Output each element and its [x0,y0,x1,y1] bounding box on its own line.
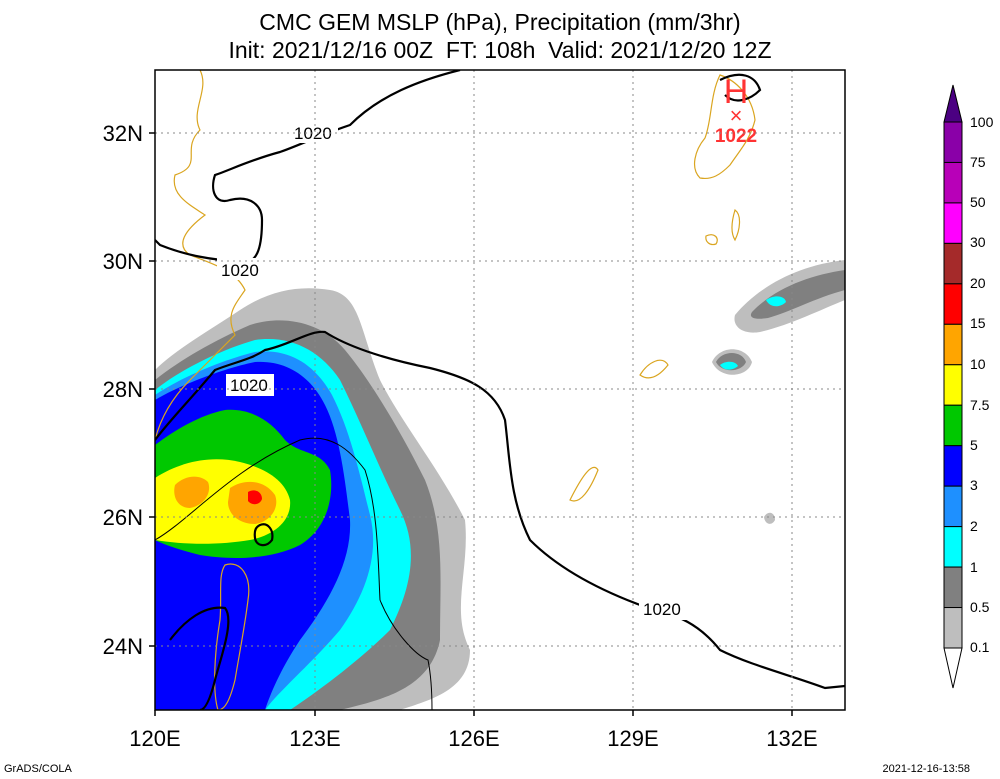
map-subtitle: Init: 2021/12/16 00Z FT: 108h Valid: 202… [228,37,772,63]
isobar-label-bg [226,374,274,396]
taiwan-coast [214,563,250,710]
isobar-1020-south [155,330,845,690]
colorbar-swatch [943,121,963,163]
lon-tick-label: 132E [766,726,817,751]
isobar-closed-small [253,523,274,547]
colorbar-label: 5 [970,437,978,453]
precip-10 [174,476,277,524]
high-pressure-center: H × 1022 [715,73,757,147]
lon-tick-label: 123E [289,726,340,751]
colorbar-swatch [943,202,963,244]
kyushu-coast [693,74,756,180]
colorbar-label: 75 [970,154,986,170]
colorbar-swatch [943,323,963,366]
colorbar-swatch [943,283,963,325]
isobar-label-bg [639,598,687,620]
colorbar-bottom-arrow [943,647,963,689]
colorbar-label: 30 [970,234,986,250]
gridlines [155,70,845,710]
colorbar-label: 3 [970,477,978,493]
colorbar-swatch [943,607,963,649]
colorbar-swatch [943,242,963,285]
isobar-label-bg [290,121,338,143]
colorbar-label: 100 [970,114,994,130]
precip-15 [248,490,262,505]
precip-0.5-east [716,270,845,371]
colorbar: 100 75 50 30 20 15 10 7.5 5 3 2 1 0.5 0.… [943,84,994,689]
ryukyu-islands [569,209,741,502]
isobar-east [719,73,762,102]
colorbar-swatch [943,364,963,406]
colorbar-swatch [943,445,963,487]
isobar-thin [155,437,433,710]
colorbar-swatch [943,485,963,528]
tick-marks [149,132,793,716]
colorbar-label: 0.1 [970,639,990,655]
isobar-label: 1020 [643,600,681,619]
lon-axis: 120E 123E 126E 129E 132E [129,726,817,751]
high-symbol: H [724,73,749,111]
colorbar-label: 1 [970,559,978,575]
colorbar-label: 10 [970,356,986,372]
colorbar-label: 50 [970,194,986,210]
map-frame [154,69,846,711]
isobar-taiwan [169,606,230,710]
lon-tick-label: 126E [448,726,499,751]
isobar-label: 1020 [230,376,268,395]
lat-axis: 32N 30N 28N 26N 24N [103,121,143,659]
footer-timestamp: 2021-12-16-13:58 [882,763,970,775]
lon-tick-label: 129E [607,726,658,751]
colorbar-label: 15 [970,315,986,331]
colorbar-label: 0.5 [970,599,990,615]
lat-tick-label: 30N [103,249,143,274]
colorbar-swatch [943,404,963,447]
high-value: 1022 [715,126,757,147]
lat-tick-label: 26N [103,505,143,530]
colorbar-swatch [943,161,963,204]
lat-tick-label: 24N [103,634,143,659]
high-marker-icon: × [730,103,743,128]
colorbar-swatch [943,526,963,568]
colorbar-label: 7.5 [970,397,990,413]
map-title: CMC GEM MSLP (hPa), Precipitation (mm/3h… [259,9,741,35]
colorbar-swatch [943,566,963,609]
lat-tick-label: 32N [103,121,143,146]
colorbar-top-arrow [943,84,963,123]
precip-1-east [720,296,786,370]
colorbar-label: 2 [970,518,978,534]
isobar-label-bg [217,258,265,280]
colorbar-label: 20 [970,275,986,291]
lon-tick-label: 120E [129,726,180,751]
precip-0.1-east [712,260,845,524]
footer-credit: GrADS/COLA [4,763,72,775]
lat-tick-label: 28N [103,377,143,402]
isobar-label: 1020 [221,261,259,280]
